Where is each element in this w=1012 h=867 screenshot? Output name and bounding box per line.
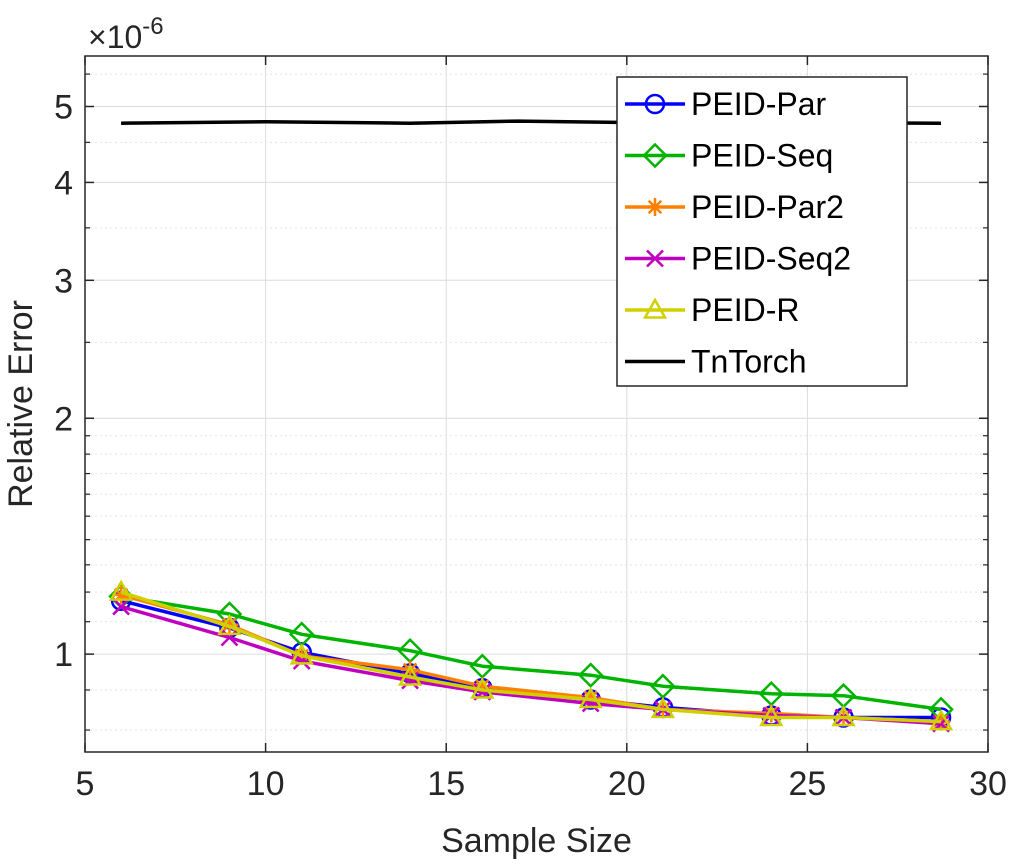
x-tick-label: 25 [788,765,826,803]
data-point [473,677,492,696]
data-point [470,677,495,699]
data-point [108,579,134,601]
data-point [932,712,951,731]
data-point [397,664,423,686]
data-point [762,706,781,725]
legend-item: PEID-Seq [625,138,833,174]
x-tick-label: 10 [247,765,285,803]
data-point [289,643,314,665]
legend-item: TnTorch [625,344,807,380]
x-tick-label: 15 [427,765,465,803]
data-point [650,696,676,719]
legend-label: PEID-R [691,292,799,328]
y-exponent-label: ×10-6 [88,13,164,55]
y-axis-label: Relative Error [2,300,40,508]
axes: 5 10 15 20 25 30 1 2 3 4 5 [54,55,1007,803]
legend-label: PEID-Seq [691,138,833,174]
data-point [831,704,856,727]
legend-item: PEID-Par [625,86,826,122]
x-axis-label: Sample Size [441,822,632,860]
legend-item: PEID-R [625,292,799,328]
x-tick-label: 20 [608,765,646,803]
legend-label: TnTorch [691,344,807,380]
x-tick-label: 5 [76,765,95,803]
legend-marker [646,198,664,216]
data-point [577,662,604,688]
x-tick-label: 30 [969,765,1007,803]
data-point [112,597,131,616]
data-point [220,628,239,647]
y-tick-label: 4 [54,164,73,202]
data-point [928,709,954,731]
y-tick-label: 3 [54,262,73,300]
data-point [581,688,600,707]
legend: PEID-Par PEID-Seq PEID-Par2 PEID-Seq2 PEID-R… [616,76,908,387]
legend-item: PEID-Par2 [625,189,844,225]
legend-box [616,76,908,387]
legend-label: PEID-Seq2 [691,241,851,277]
legend-marker [642,297,668,319]
axes-frame [84,55,989,753]
data-point [759,704,784,727]
data-point [217,613,242,636]
legend-marker [644,93,666,115]
series-line [120,594,942,712]
data-point [762,704,781,723]
data-point [578,687,603,709]
legend-marker [642,142,668,169]
legend-item: PEID-Seq2 [625,241,851,277]
legend-label: PEID-Par [691,86,826,122]
y-tick-label: 1 [54,636,73,674]
data-point [112,585,131,604]
series-peid-r [108,579,954,731]
y-tick-label: 5 [54,89,73,127]
series-line [120,590,942,724]
legend-label: PEID-Par2 [691,189,844,225]
data-point [401,660,420,679]
y-tick-label: 2 [54,400,73,438]
legend-marker [646,249,664,268]
